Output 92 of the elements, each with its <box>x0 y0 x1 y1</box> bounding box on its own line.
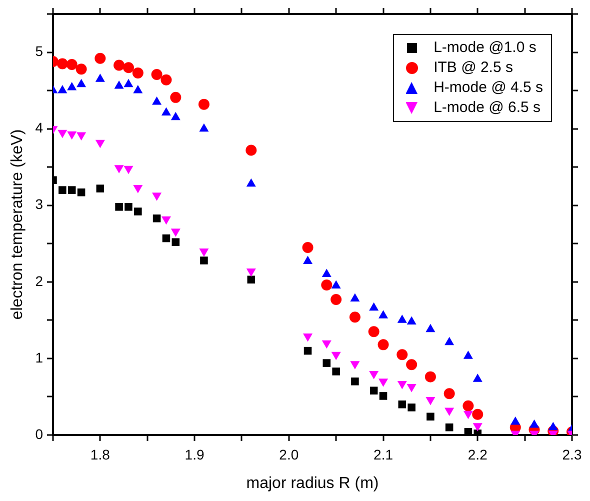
point <box>115 203 123 211</box>
point <box>398 400 406 408</box>
point <box>68 186 76 194</box>
point <box>463 350 473 359</box>
point <box>445 423 454 432</box>
legend-label: L-mode @1.0 s <box>434 38 536 58</box>
x-tick-label: 2.2 <box>468 446 488 462</box>
point <box>67 82 77 90</box>
point <box>331 280 341 288</box>
point <box>132 67 144 78</box>
point <box>378 310 388 318</box>
point <box>151 68 162 80</box>
point <box>58 186 66 194</box>
x-tick-label: 2.1 <box>374 446 394 462</box>
point <box>124 78 134 88</box>
point <box>424 371 436 382</box>
point <box>246 144 257 156</box>
point <box>303 256 313 264</box>
point <box>349 312 360 323</box>
point <box>247 276 256 284</box>
y-tick-label: 0 <box>35 426 44 442</box>
point <box>302 242 314 253</box>
point <box>96 184 104 192</box>
point <box>444 336 454 346</box>
x-tick-label: 2.0 <box>279 446 299 462</box>
point <box>406 359 418 370</box>
point <box>444 388 455 400</box>
point <box>152 214 161 222</box>
point <box>161 107 171 116</box>
point <box>472 374 482 382</box>
point <box>56 58 68 70</box>
point <box>170 112 180 120</box>
point <box>548 422 558 430</box>
point <box>378 339 389 350</box>
point <box>426 324 436 332</box>
point <box>426 412 434 421</box>
point <box>397 314 407 323</box>
point <box>198 98 210 110</box>
point <box>160 74 172 86</box>
legend-label: H-mode @ 4.5 s <box>434 78 543 98</box>
point <box>322 359 331 367</box>
x-tick-label: 2.3 <box>562 446 582 462</box>
point <box>94 52 106 64</box>
point <box>124 203 132 211</box>
point <box>170 92 182 103</box>
x-tick-label: 1.8 <box>90 446 110 462</box>
point <box>369 302 379 311</box>
point <box>406 316 416 324</box>
point <box>464 428 472 435</box>
point <box>114 80 124 89</box>
point <box>351 378 359 386</box>
point <box>122 62 134 74</box>
y-tick-label: 3 <box>35 196 44 212</box>
point <box>379 392 388 400</box>
point <box>396 349 408 360</box>
x-tick-label: 1.9 <box>184 446 204 462</box>
point <box>350 293 360 302</box>
point <box>370 386 378 394</box>
y-tick-label: 2 <box>35 272 44 289</box>
point <box>66 59 78 70</box>
point <box>114 60 125 71</box>
y-tick-label: 5 <box>35 43 44 60</box>
point <box>368 326 380 338</box>
point <box>462 400 474 412</box>
legend-label: ITB @ 2.5 s <box>434 58 513 78</box>
point <box>200 256 208 264</box>
point <box>330 294 342 306</box>
point <box>76 78 86 88</box>
point <box>76 64 87 75</box>
point <box>152 96 162 105</box>
point <box>95 74 105 82</box>
y-axis-title: electron temperature (keV) <box>9 129 26 320</box>
point <box>58 85 68 94</box>
point <box>77 188 86 196</box>
point <box>472 408 484 420</box>
point <box>332 368 340 376</box>
point <box>322 268 332 278</box>
x-axis-title: major radius R (m) <box>246 474 379 492</box>
point <box>172 238 180 246</box>
point <box>134 208 142 216</box>
point <box>510 416 520 425</box>
point <box>529 420 540 428</box>
point <box>304 346 312 355</box>
point <box>408 404 416 412</box>
point <box>133 85 143 94</box>
point <box>162 234 170 242</box>
legend-label: L-mode @ 6.5 s <box>434 98 541 118</box>
point <box>321 279 332 290</box>
y-tick-label: 4 <box>35 120 44 136</box>
y-tick-label: 1 <box>35 349 44 366</box>
point <box>246 178 256 187</box>
point <box>199 123 209 132</box>
